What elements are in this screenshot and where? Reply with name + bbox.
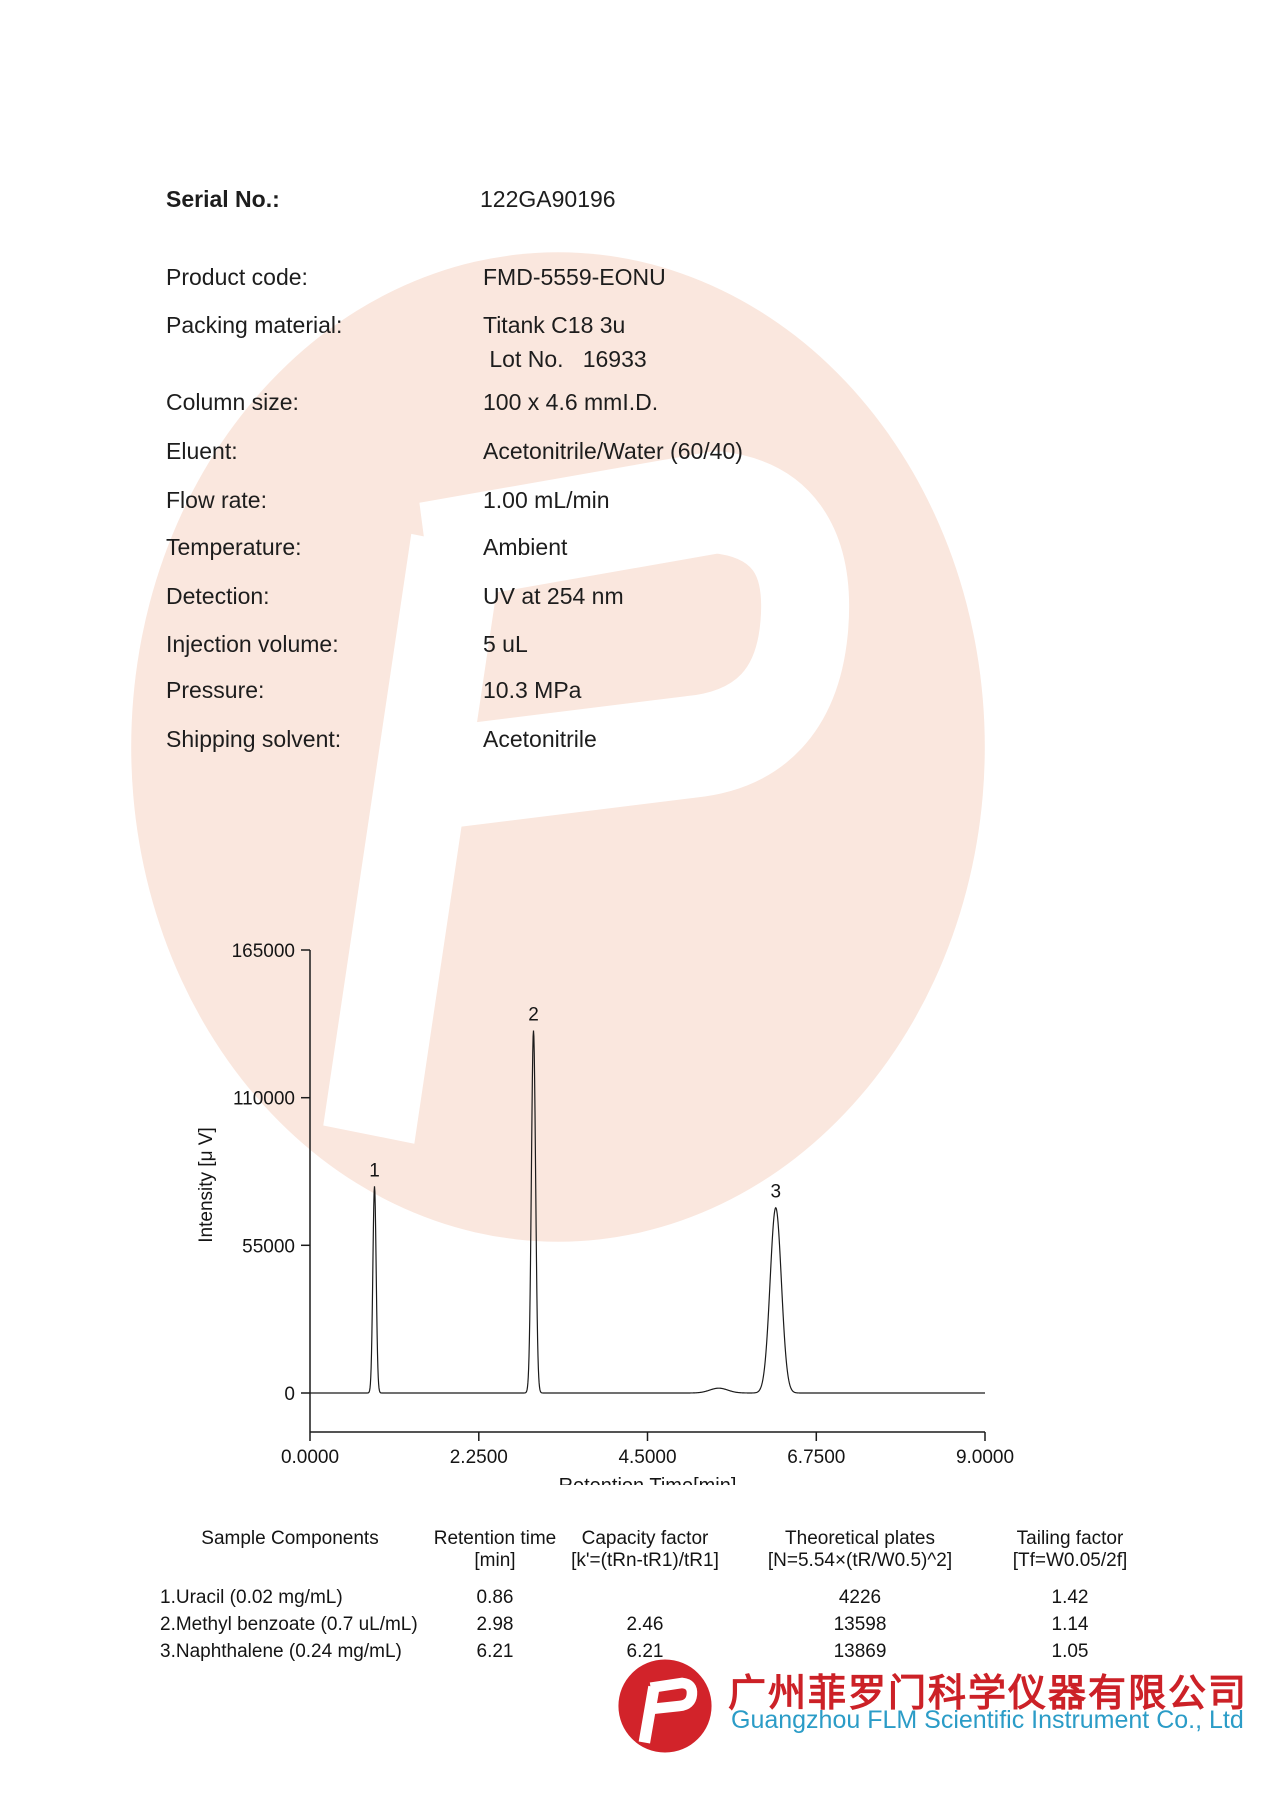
table-cell: 4226	[838, 1587, 882, 1608]
spec-value: FMD-5559-EONU	[483, 264, 666, 290]
spec-label: Column size:	[166, 389, 299, 415]
y-axis-title: Intensity [μ V]	[196, 1127, 217, 1243]
spec-label: Flow rate:	[166, 487, 267, 513]
spec-label: Packing material:	[166, 312, 343, 338]
table-header-cell: Retention time [min]	[433, 1528, 557, 1571]
spec-label: Injection volume:	[166, 631, 339, 657]
y-tick-label: 55000	[242, 1236, 295, 1257]
x-tick-label: 2.2500	[450, 1447, 508, 1468]
chromatogram-trace	[310, 1030, 985, 1394]
table-cell: 13598	[833, 1614, 887, 1635]
company-name-cn: 广州菲罗门科学仪器有限公司	[728, 1673, 1249, 1715]
spec-value: Ambient	[483, 534, 568, 560]
table-row: 1.Uracil (0.02 mg/mL) 0.86 4226 1.42	[150, 1584, 1150, 1611]
spec-label: Eluent:	[166, 438, 238, 464]
spec-label: Pressure:	[166, 677, 265, 703]
flm-logo	[618, 1659, 712, 1753]
x-tick-label: 9.0000	[956, 1447, 1014, 1468]
table-cell: 2.Methyl benzoate (0.7 uL/mL)	[160, 1614, 418, 1635]
spec-value: Titank C18 3u Lot No. 16933	[483, 312, 647, 372]
table-cell: 1.05	[1051, 1641, 1089, 1662]
spec-value: 5 uL	[483, 631, 528, 657]
spec-value: 1.00 mL/min	[483, 487, 610, 513]
peak-label: 1	[369, 1160, 380, 1181]
y-tick-label: 110000	[233, 1089, 295, 1110]
spec-label: Temperature:	[166, 534, 302, 560]
table-body: 1.Uracil (0.02 mg/mL) 0.86 4226 1.42 2.Methy…	[150, 1584, 1150, 1665]
x-axis-title: Retention Time[min]	[559, 1475, 737, 1485]
table-cell: 1.14	[1051, 1614, 1089, 1635]
x-tick-label: 0.0000	[281, 1447, 339, 1468]
table-cell: 6.21	[476, 1641, 514, 1662]
table-cell: 1.42	[1051, 1587, 1089, 1608]
spec-value: Acetonitrile/Water (60/40)	[483, 438, 743, 464]
flm-watermark-logo	[131, 252, 985, 1242]
spec-label: Shipping solvent:	[166, 726, 342, 752]
spec-value: Acetonitrile	[483, 726, 597, 752]
serial-label: Serial No.:	[166, 186, 280, 212]
table-cell: 13869	[833, 1641, 887, 1662]
table-header-row: Sample Components Retention time [min] Cap…	[150, 1528, 1150, 1572]
results-table: Sample Components Retention time [min] Cap…	[150, 1528, 1150, 1665]
footer: 广州菲罗门科学仪器有限公司 Guangzhou FLM Scientific I…	[0, 1650, 1269, 1770]
y-tick-label: 165000	[232, 941, 295, 962]
company-name-en: Guangzhou FLM Scientific Instrument Co.,…	[731, 1706, 1244, 1734]
table-cell: 6.21	[626, 1641, 664, 1662]
table-row: 3.Naphthalene (0.24 mg/mL) 6.21 6.21 13869 1…	[150, 1638, 1150, 1665]
chromatogram-chart: 0 55000 110000 165000 0.0000 2.2500 4.5000 6.75…	[150, 905, 1070, 1485]
table-header-cell: Capacity factor [k'=(tRn-tR1)/tR1]	[571, 1528, 719, 1571]
table-header-cell: Sample Components	[201, 1528, 379, 1549]
table-cell: 0.86	[476, 1587, 514, 1608]
spec-value: 10.3 MPa	[483, 677, 582, 703]
x-tick-label: 4.5000	[618, 1447, 676, 1468]
table-cell	[560, 1584, 730, 1611]
table-cell: 2.98	[476, 1614, 514, 1635]
serial-value: 122GA90196	[480, 186, 616, 212]
peak-label: 3	[771, 1182, 782, 1203]
table-header-cell: Tailing factor [Tf=W0.05/2f]	[1012, 1528, 1128, 1571]
table-cell: 3.Naphthalene (0.24 mg/mL)	[160, 1641, 402, 1662]
table-header-cell: Theoretical plates [N=5.54×(tR/W0.5)^2]	[767, 1528, 953, 1571]
x-tick-label: 6.7500	[787, 1447, 845, 1468]
spec-value: 100 x 4.6 mmI.D.	[483, 389, 659, 415]
peak-label: 2	[528, 1005, 539, 1026]
y-tick-label: 0	[284, 1384, 295, 1405]
spec-label: Product code:	[166, 264, 308, 290]
table-cell: 1.Uracil (0.02 mg/mL)	[160, 1587, 343, 1608]
table-cell: 2.46	[626, 1614, 664, 1635]
spec-label: Detection:	[166, 583, 270, 609]
table-row: 2.Methyl benzoate (0.7 uL/mL) 2.98 2.46 135…	[150, 1611, 1150, 1638]
spec-value: UV at 254 nm	[483, 583, 624, 609]
